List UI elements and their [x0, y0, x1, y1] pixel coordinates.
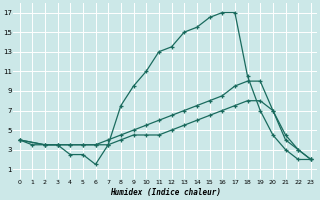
X-axis label: Humidex (Indice chaleur): Humidex (Indice chaleur) [110, 188, 221, 197]
